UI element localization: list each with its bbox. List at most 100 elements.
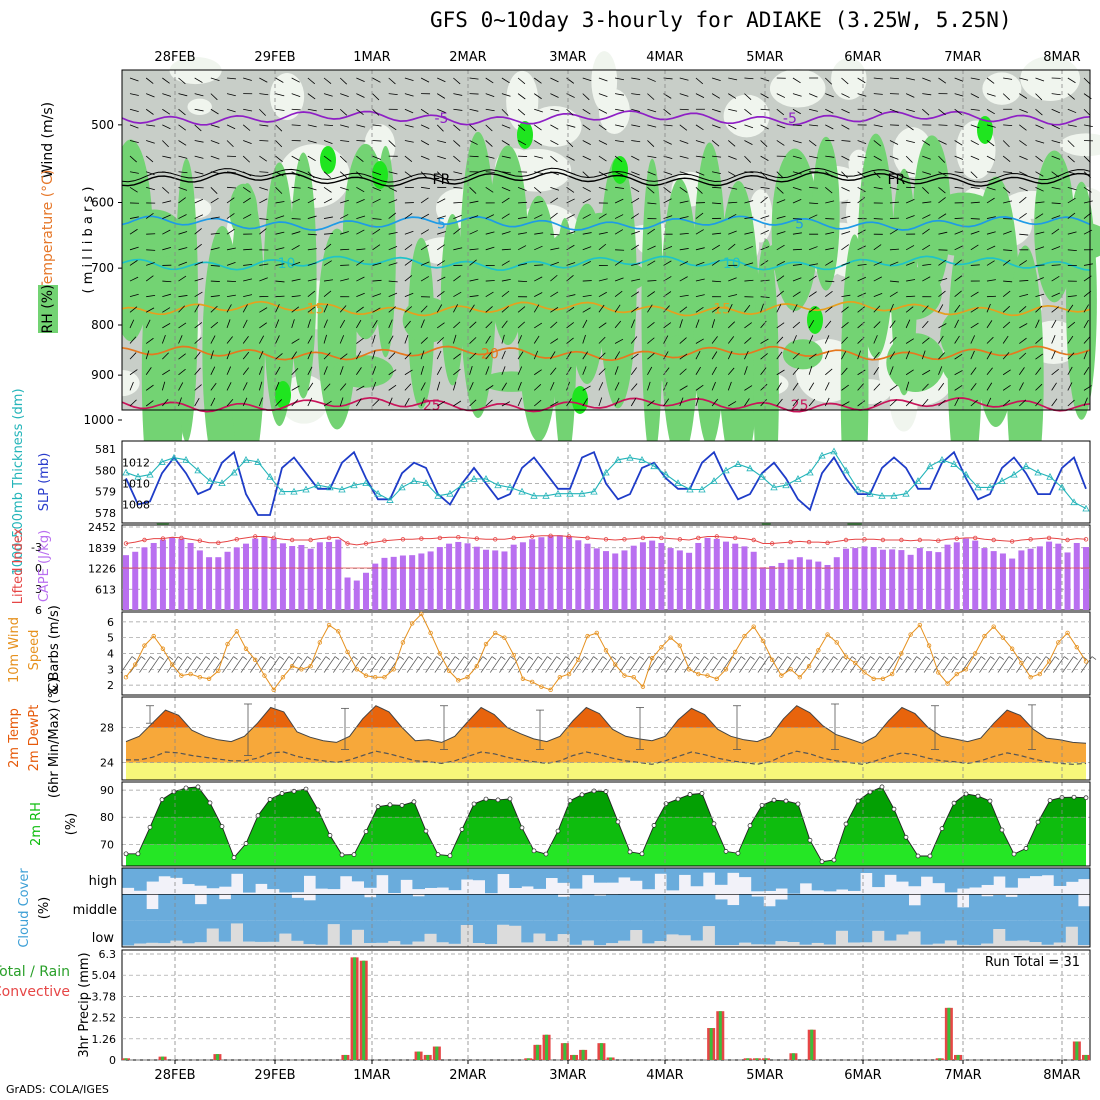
- wind-barb: [501, 197, 510, 204]
- cloud-low-clear: [364, 943, 377, 947]
- wind-barb: [226, 228, 235, 235]
- cloud-low-bar: [872, 920, 885, 931]
- wind-barb: [986, 336, 994, 344]
- wind-barb: [889, 261, 899, 266]
- cloud-middle-bar: [194, 904, 208, 921]
- wind-barb: [404, 292, 414, 298]
- wind-barb: [550, 93, 559, 98]
- wind-barb: [258, 350, 264, 360]
- wind-barb: [631, 171, 640, 176]
- wind-barb-flag: [676, 656, 681, 660]
- wind-barb: [776, 322, 785, 329]
- wind-barb: [210, 124, 220, 128]
- wind-barb: [259, 77, 268, 83]
- wind-barb: [453, 186, 463, 189]
- wind-barb: [889, 186, 899, 191]
- wind-barb-flag: [556, 656, 561, 660]
- wind-barb: [1003, 280, 1013, 283]
- wind-barb-flag: [870, 656, 875, 660]
- wind-barb-flag: [297, 656, 303, 660]
- wind-barb: [356, 276, 365, 282]
- wind-barbs: [129, 77, 1094, 407]
- wind-barb-flag: [1073, 656, 1078, 660]
- wind-barb: [323, 656, 336, 673]
- wind-barb: [938, 382, 945, 391]
- wind-barb: [1067, 124, 1077, 127]
- wind-barb: [508, 656, 521, 673]
- cloud-high-label: high: [89, 874, 117, 889]
- cloud-middle-bar: [775, 899, 788, 921]
- rh-point: [279, 791, 285, 796]
- wind-barb: [1002, 305, 1011, 313]
- wind-speed-point: [151, 633, 156, 639]
- rh-frame: [121, 781, 1091, 867]
- wind-barb: [825, 108, 834, 114]
- wind-barb: [679, 216, 689, 219]
- wind-barb: [986, 186, 996, 191]
- thickness-point: [734, 460, 742, 467]
- cloud-high-bar: [146, 868, 159, 882]
- cape-bar: [1064, 552, 1071, 610]
- rh-moist-column: [858, 133, 894, 359]
- wind-barb: [1083, 124, 1093, 128]
- thickness-point: [194, 466, 202, 474]
- wind-barb-flag: [390, 656, 395, 660]
- lifted-index-tick-label: -3: [31, 541, 42, 554]
- wind-barb: [960, 656, 973, 673]
- cloud-low-bar: [1065, 920, 1079, 927]
- wind-barb: [372, 171, 382, 176]
- cape-bar: [824, 564, 831, 610]
- wind-barb: [841, 93, 850, 98]
- cloud-middle-bar: [944, 894, 958, 921]
- cape-bar: [399, 555, 406, 610]
- wind-speed-point: [806, 663, 812, 669]
- wind-barb: [243, 264, 253, 266]
- wind-speed-point: [400, 640, 406, 645]
- wind-barb: [534, 200, 544, 204]
- wind-barb: [291, 231, 301, 235]
- thickness-point: [590, 487, 598, 495]
- wind-barb: [1019, 77, 1029, 81]
- cloud-low-clear: [630, 930, 643, 947]
- wind-barb: [744, 350, 749, 360]
- wind-barb: [307, 366, 313, 375]
- wind-barb: [744, 108, 752, 116]
- cloud-middle-bar: [1077, 906, 1091, 921]
- wind-barb: [1003, 200, 1013, 204]
- wind-barb: [501, 248, 511, 251]
- wind-barb: [712, 186, 722, 189]
- wind-barb: [1067, 335, 1074, 344]
- wind-barb: [857, 245, 866, 251]
- wind-barb: [436, 290, 445, 297]
- wind-barb: [517, 140, 527, 146]
- wind-barb: [533, 335, 540, 344]
- wind-barb: [663, 322, 672, 329]
- lifted-index-point: [751, 537, 756, 543]
- wind-barb: [291, 77, 300, 83]
- wind-barb: [825, 260, 834, 266]
- wind-barb: [970, 140, 979, 146]
- cloud-low-bar: [448, 920, 462, 944]
- precip-rain-bar: [581, 1049, 585, 1060]
- wind-speed-point: [456, 678, 461, 683]
- wind-barb: [178, 155, 188, 159]
- cloud-low-clear: [509, 925, 522, 947]
- lifted-index-point: [733, 535, 738, 541]
- cape-bar: [806, 559, 813, 610]
- rh-point: [675, 796, 681, 802]
- wind-barb: [162, 369, 171, 376]
- wind-barb: [404, 155, 413, 163]
- cape-bar: [159, 539, 166, 610]
- wind-barb: [259, 335, 265, 344]
- wind-barb: [146, 124, 156, 127]
- wind-barb: [986, 279, 996, 282]
- wind-barb: [647, 108, 657, 113]
- rh-saturated-patch: [807, 306, 823, 334]
- pressure-tick-label: 600: [91, 195, 114, 209]
- wind-barb: [938, 108, 946, 116]
- wind-barb: [744, 304, 751, 313]
- thickness-tick-label: 581: [95, 443, 116, 456]
- wind-barb: [226, 140, 234, 148]
- thickness-point: [686, 485, 694, 493]
- wind-barb-flag: [427, 656, 432, 660]
